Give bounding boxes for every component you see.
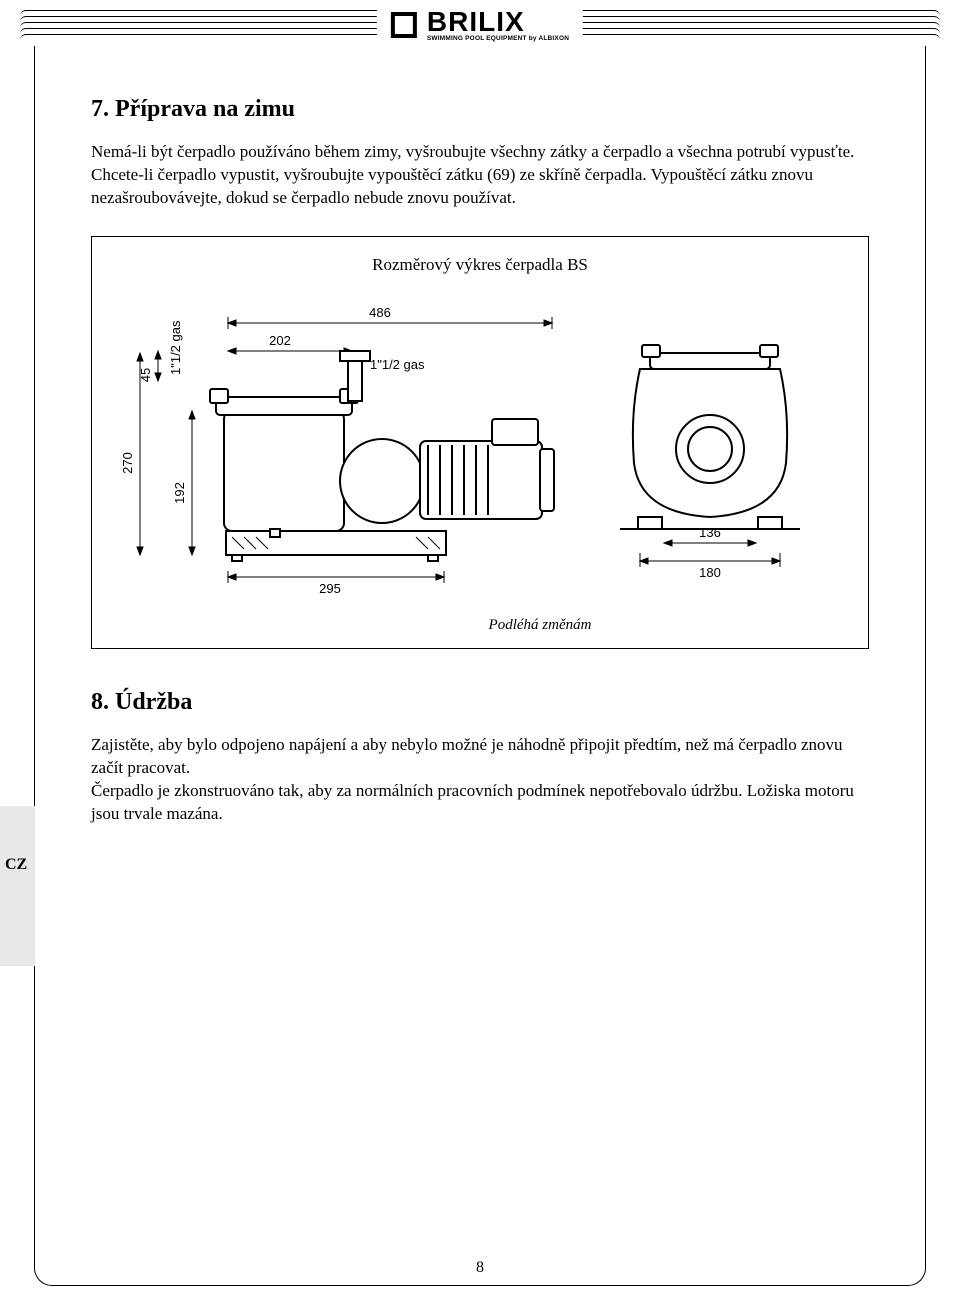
dim-486: 486: [369, 305, 391, 320]
gas-label-top: 1"1/2 gas: [370, 357, 425, 372]
dim-295: 295: [319, 581, 341, 596]
section8-title: 8. Údržba: [91, 689, 869, 716]
dim-180: 180: [699, 565, 721, 580]
brand-name: BRILIX: [427, 8, 569, 36]
section8: 8. Údržba Zajistěte, aby bylo odpojeno n…: [91, 689, 869, 826]
section7-title: 7. Příprava na zimu: [91, 96, 869, 123]
page-frame: CZ 7. Příprava na zimu Nemá-li být čerpa…: [34, 46, 926, 1286]
brand-tagline: SWIMMING POOL EQUIPMENT by ALBIXON: [427, 36, 569, 43]
drawing-caption: Podléhá změnám: [226, 617, 854, 634]
dim-136: 136: [699, 525, 721, 540]
drawing-frame: Rozměrový výkres čerpadla BS 486 202 1"1…: [91, 236, 869, 649]
dim-270: 270: [120, 452, 135, 474]
language-tab-bg: [0, 806, 35, 966]
section7-para: Nemá-li být čerpadlo používáno během zim…: [91, 141, 869, 210]
section8-para: Zajistěte, aby bylo odpojeno napájení a …: [91, 734, 869, 826]
brand-square-icon: [391, 12, 417, 38]
page-number: 8: [476, 1259, 484, 1277]
dim-202: 202: [269, 333, 291, 348]
drawing-title: Rozměrový výkres čerpadla BS: [106, 255, 854, 275]
gas-label-side: 1"1/2 gas: [168, 320, 183, 375]
brand-logo: BRILIX SWIMMING POOL EQUIPMENT by ALBIXO…: [377, 0, 583, 50]
pump-dimensional-drawing: 486 202 1"1/2 gas 1"1/2 gas 45: [106, 293, 854, 633]
dim-192: 192: [172, 482, 187, 504]
language-tab-label: CZ: [5, 856, 27, 874]
